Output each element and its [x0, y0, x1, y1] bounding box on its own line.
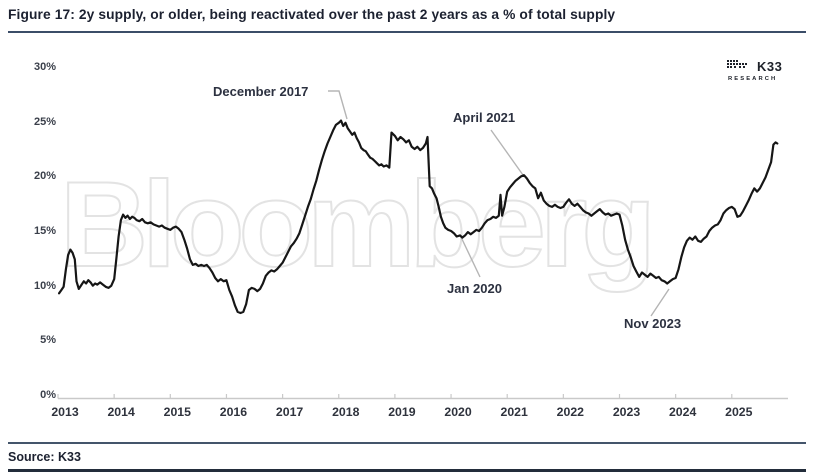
y-tick-label: 25% [33, 115, 56, 128]
y-tick-label: 20% [33, 170, 56, 183]
y-tick-label: 5% [40, 334, 56, 347]
y-tick-label: 10% [33, 279, 56, 292]
annotation-leader-lines [328, 90, 670, 317]
x-tick-label: 2016 [219, 405, 248, 419]
leader-nov-2023 [650, 288, 670, 317]
x-tick-label: 2014 [107, 405, 135, 419]
source-divider-top [8, 442, 806, 444]
bottom-divider [8, 469, 806, 472]
k33-logo-text: K33 [757, 58, 783, 74]
x-tick-label: 2013 [51, 405, 79, 419]
x-tick-label: 2021 [500, 405, 528, 419]
leader-december-2017 [328, 90, 348, 120]
k33-logo-subtext: RESEARCH [728, 76, 778, 82]
leader-april-2021 [490, 129, 524, 176]
x-tick-label: 2017 [275, 405, 304, 419]
leader-jan-2020 [460, 236, 481, 278]
annotation-april-2021: April 2021 [453, 110, 516, 125]
annotation-nov-2023: Nov 2023 [624, 316, 682, 331]
y-tick-label: 15% [33, 225, 56, 237]
source-label: Source: K33 [8, 450, 81, 464]
y-tick-label: 30% [33, 61, 56, 73]
k33-dots-icon [727, 57, 753, 75]
y-tick-label: 0% [40, 389, 56, 401]
bloomberg-watermark: Bloomberg [59, 156, 657, 292]
k33-research-logo: K33 RESEARCH [727, 57, 797, 82]
annotation-jan-2020: Jan 2020 [447, 281, 502, 296]
x-tick-label: 2022 [556, 405, 585, 419]
title-divider [8, 31, 806, 33]
x-tick-label: 2020 [444, 405, 472, 419]
x-tick-label: 2018 [332, 405, 360, 419]
x-tick-label: 2025 [725, 405, 753, 419]
annotation-december-2017: December 2017 [213, 84, 309, 99]
figure-title: Figure 17: 2y supply, or older, being re… [8, 7, 616, 22]
x-tick-label: 2023 [612, 405, 641, 419]
x-tick-label: 2015 [163, 405, 191, 419]
x-tick-label: 2019 [388, 405, 416, 419]
x-axis-ticks [57, 394, 733, 399]
x-tick-label: 2024 [668, 405, 697, 419]
supply-line-series [57, 119, 779, 315]
